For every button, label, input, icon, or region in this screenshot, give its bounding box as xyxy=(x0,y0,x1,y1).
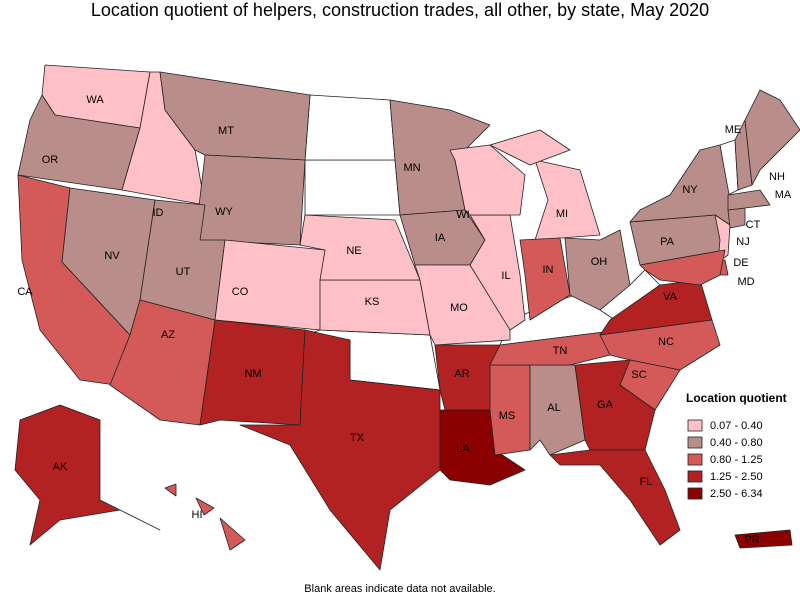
legend-swatch xyxy=(687,453,703,466)
state-label: OR xyxy=(42,154,59,166)
state-shape xyxy=(164,483,177,497)
state-shape xyxy=(489,329,621,366)
state-labels: WA OR CA NV ID MT WY UT CO AZ NM TX KS NE MN IA MO AR LA MS… xyxy=(17,94,792,546)
state-label: VA xyxy=(663,291,678,303)
state-label: MI xyxy=(556,208,568,220)
state-shape xyxy=(534,159,601,241)
state-shape xyxy=(449,144,526,216)
legend-label: 0.07 - 0.40 xyxy=(710,420,763,432)
state-label: MD xyxy=(737,276,754,288)
legend-label: 1.25 - 2.50 xyxy=(710,471,763,483)
state-shape xyxy=(639,249,726,286)
state-label: CO xyxy=(232,286,249,298)
state-label: IL xyxy=(501,270,510,282)
state-label: AK xyxy=(53,461,68,473)
state-label: AZ xyxy=(161,329,175,341)
state-label: WI xyxy=(456,209,469,221)
state-label: ME xyxy=(725,124,742,136)
state-label: AL xyxy=(547,402,560,414)
state-shape xyxy=(599,279,713,336)
state-shape xyxy=(564,229,631,311)
state-shape xyxy=(744,89,800,186)
legend-label: 2.50 - 6.34 xyxy=(710,488,763,500)
map-title: Location quotient of helpers, constructi… xyxy=(91,0,709,20)
state-label: NY xyxy=(682,184,698,196)
state-shape xyxy=(195,497,215,516)
state-label: SC xyxy=(631,369,646,381)
state-label: DE xyxy=(733,257,748,269)
state-label: MN xyxy=(403,162,420,174)
state-label: CT xyxy=(746,219,761,231)
state-shape xyxy=(299,214,421,281)
state-label: MA xyxy=(775,189,792,201)
state-label: LA xyxy=(456,443,470,455)
state-label: ID xyxy=(153,207,164,219)
state-label: FL xyxy=(640,476,653,488)
state-shape xyxy=(727,189,771,211)
state-label: NH xyxy=(769,171,785,183)
state-shape xyxy=(489,129,571,166)
state-shape xyxy=(727,207,746,229)
state-label: TN xyxy=(553,345,568,357)
state-label: MT xyxy=(218,125,234,137)
state-label: NE xyxy=(346,245,361,257)
state-label: MO xyxy=(450,302,468,314)
state-label: CA xyxy=(17,286,33,298)
state-shape xyxy=(734,529,793,549)
state-label: IN xyxy=(543,264,554,276)
state-shape xyxy=(304,159,401,216)
legend-title: Location quotient xyxy=(686,391,787,405)
legend-swatch xyxy=(687,470,703,483)
state-shape xyxy=(469,214,526,331)
states xyxy=(14,64,800,571)
state-label: NC xyxy=(658,336,674,348)
state-shape xyxy=(194,154,306,246)
legend-label: 0.80 - 1.25 xyxy=(710,454,763,466)
state-label: NM xyxy=(244,368,261,380)
state-label: NJ xyxy=(736,236,749,248)
state-shape xyxy=(239,329,441,571)
state-label: IA xyxy=(435,232,446,244)
state-shape xyxy=(574,359,656,451)
state-shape xyxy=(304,94,396,161)
state-label: NV xyxy=(104,250,120,262)
blank-states xyxy=(304,94,739,391)
state-label: UT xyxy=(176,266,191,278)
legend: Location quotient 0.07 - 0.40 0.40 - 0.80… xyxy=(686,391,787,500)
state-label: AR xyxy=(454,368,469,380)
state-shape xyxy=(14,404,161,546)
state-shape xyxy=(549,449,681,546)
footnote: Blank areas indicate data not available. xyxy=(304,583,495,595)
state-shape xyxy=(199,319,306,426)
state-label: GA xyxy=(597,399,614,411)
state-shape xyxy=(219,517,246,551)
state-label: PR xyxy=(744,534,759,546)
state-label: TX xyxy=(350,432,365,444)
legend-swatch xyxy=(687,436,703,449)
legend-swatch xyxy=(687,487,703,500)
state-label: WY xyxy=(215,206,233,218)
state-label: HI xyxy=(192,509,203,521)
state-shape xyxy=(629,144,731,226)
state-label: OH xyxy=(591,256,608,268)
legend-label: 0.40 - 0.80 xyxy=(710,437,763,449)
state-label: KS xyxy=(365,296,380,308)
state-shape xyxy=(519,237,571,321)
state-label: MS xyxy=(499,410,516,422)
state-label: WA xyxy=(86,94,104,106)
state-label: PA xyxy=(660,236,675,248)
legend-swatch xyxy=(687,419,703,432)
